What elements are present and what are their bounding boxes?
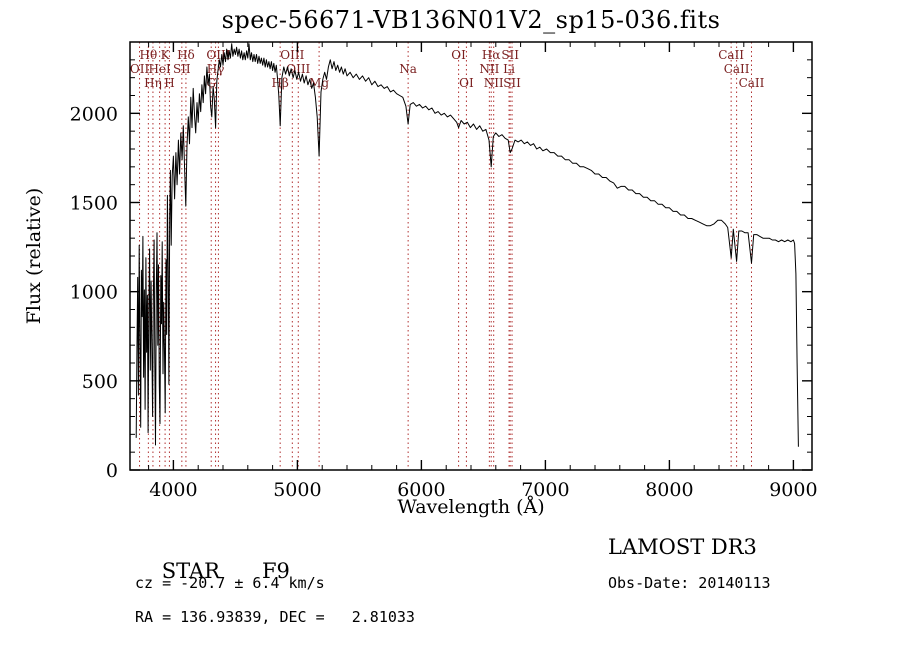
x-tick-label: 4000 <box>149 479 197 501</box>
spectral-line-label: Hη <box>144 76 162 90</box>
x-tick-label: 5000 <box>273 479 321 501</box>
x-tick-label: 8000 <box>645 479 693 501</box>
spectral-line-label: CaII <box>724 62 750 76</box>
cz-value: cz = -20.7 ± 6.4 km/s <box>135 574 325 592</box>
classification-line: STAR F9 <box>135 535 290 607</box>
spectral-line-label: Li <box>503 62 515 76</box>
survey-label: LAMOST DR3 <box>608 535 757 559</box>
spectral-line-label: Hθ <box>140 48 158 62</box>
x-axis-label: Wavelength (Å) <box>397 496 545 518</box>
spectral-line-label: SII <box>503 76 521 90</box>
page-title: spec-56671-VB136N01V2_sp15-036.fits <box>221 6 721 34</box>
ra-dec-value: RA = 136.93839, DEC = 2.81033 <box>135 608 415 626</box>
spectral-line-label: CaII <box>718 48 744 62</box>
spectral-line-label: SII <box>501 48 519 62</box>
y-tick-label: 2000 <box>70 103 118 125</box>
spectral-line-label: H <box>164 76 174 90</box>
spectral-line-label: SII <box>173 62 191 76</box>
object-subclass: F9 <box>261 559 290 583</box>
spectral-line-label: NII <box>484 76 504 90</box>
spectral-line-label: G <box>206 76 216 90</box>
y-tick-label: 0 <box>106 460 118 482</box>
obs-date: Obs-Date: 20140113 <box>608 574 771 592</box>
spectral-line-label: Hα <box>482 48 501 62</box>
spectral-line-label: OI <box>451 48 466 62</box>
spectral-line-label: OII <box>130 62 150 76</box>
y-tick-label: 500 <box>82 371 118 393</box>
spectrum-line <box>135 43 799 447</box>
x-tick-label: 7000 <box>521 479 569 501</box>
spectral-line-label: NII <box>479 62 499 76</box>
spectral-line-label: OI <box>459 76 474 90</box>
plot-box <box>129 41 813 471</box>
spectral-line-label: K <box>161 48 171 62</box>
object-type: STAR <box>161 559 220 583</box>
spectral-line-label: Hδ <box>177 48 195 62</box>
spectral-line-label: CaII <box>739 76 765 90</box>
spectral-line-label: Na <box>399 62 417 76</box>
x-tick-label: 9000 <box>769 479 817 501</box>
y-axis-label: Flux (relative) <box>23 187 45 325</box>
x-tick-label: 6000 <box>397 479 445 501</box>
spectral-line-label: Hβ <box>271 76 288 90</box>
y-tick-label: 1000 <box>70 282 118 304</box>
spectral-line-label: OIII <box>280 48 304 62</box>
spectral-line-label: HeI <box>148 62 171 76</box>
y-tick-label: 1500 <box>70 193 118 215</box>
